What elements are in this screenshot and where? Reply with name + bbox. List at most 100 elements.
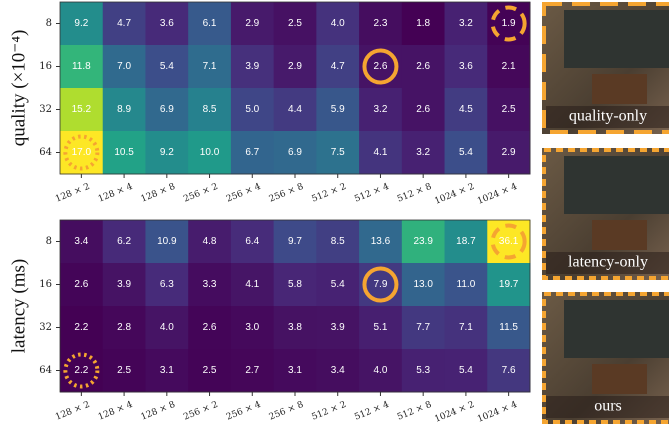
cell-label: 19.7 [499, 279, 519, 290]
cell-label: 5.1 [374, 322, 388, 333]
x-tick-label: 256 × 4 [225, 400, 263, 423]
cell-label: 3.6 [160, 18, 174, 29]
heatmap-cell [60, 88, 104, 132]
cell-label: 10.0 [200, 147, 220, 158]
cell-label: 6.9 [288, 147, 302, 158]
heatmap-cell [60, 220, 104, 264]
cell-label: 8.5 [331, 236, 345, 247]
heatmap-cell [401, 306, 446, 350]
heatmap-cell [188, 263, 232, 307]
cell-label: 2.5 [117, 365, 131, 376]
cell-label: 7.5 [331, 147, 345, 158]
heatmap-cell [273, 306, 317, 350]
heatmap-cell [102, 131, 146, 175]
cell-label: 9.2 [160, 147, 174, 158]
cell-label: 2.1 [502, 61, 516, 72]
heatmap-cell [145, 349, 189, 393]
heatmap-cell [145, 263, 189, 307]
panel-border [542, 2, 669, 134]
x-tick-label: 128 × 8 [140, 182, 178, 205]
cell-label: 3.2 [374, 104, 388, 115]
cell-label: 3.2 [459, 18, 473, 29]
heatmap-cell [145, 220, 189, 264]
cell-label: 2.5 [288, 18, 302, 29]
panel-label-bg [546, 252, 669, 274]
cell-label: 5.4 [459, 365, 473, 376]
heatmap-cell [230, 306, 275, 350]
cell-label: 3.8 [288, 322, 302, 333]
y-tick-label: 16 [39, 279, 52, 290]
cell-label: 4.0 [160, 322, 174, 333]
heatmap-cell [444, 131, 488, 175]
heatmap-cell [230, 220, 275, 264]
chalkboard [564, 10, 669, 68]
x-tick-label: 1024 × 2 [433, 182, 476, 207]
desk [592, 220, 647, 250]
panel-label: ours [594, 398, 622, 415]
heatmap-cell [230, 131, 275, 175]
cell-label: 36.1 [499, 236, 519, 247]
cell-label: 2.6 [416, 61, 430, 72]
cell-label: 1.8 [416, 18, 430, 29]
heatmap-cell [60, 45, 104, 89]
cell-label: 4.0 [331, 18, 345, 29]
heatmap-cell [444, 220, 488, 264]
cell-label: 23.9 [413, 236, 433, 247]
highlight-circle [63, 352, 100, 389]
y-tick-label: 16 [39, 61, 52, 72]
cell-label: 3.3 [203, 279, 217, 290]
heatmap-cell [145, 306, 189, 350]
cell-label: 2.6 [416, 104, 430, 115]
heatmap-cell [316, 45, 360, 89]
heatmap-cell [487, 45, 531, 89]
heatmap-cell [60, 263, 104, 307]
cell-label: 4.7 [117, 18, 131, 29]
cell-label: 3.1 [288, 365, 302, 376]
heatmap-cell [316, 263, 360, 307]
heatmap-cell [188, 306, 232, 350]
cell-label: 3.9 [331, 322, 345, 333]
cell-label: 2.8 [117, 322, 131, 333]
cell-label: 2.5 [502, 104, 516, 115]
x-tick-label: 512 × 4 [353, 400, 391, 423]
cell-label: 2.6 [374, 61, 388, 72]
cell-label: 6.3 [160, 279, 174, 290]
cell-label: 6.7 [245, 147, 259, 158]
heatmap-cell [230, 263, 275, 307]
heatmap-cell [487, 349, 531, 393]
cell-label: 8.9 [117, 104, 131, 115]
heatmap-cell [188, 2, 232, 46]
cell-label: 5.9 [331, 104, 345, 115]
heatmap-cell [359, 349, 403, 393]
cell-label: 5.4 [160, 61, 174, 72]
panel-label-bg [546, 106, 669, 128]
cell-label: 2.3 [374, 18, 388, 29]
y-tick-label: 64 [39, 365, 52, 376]
cell-label: 3.9 [117, 279, 131, 290]
heatmap-cell [401, 220, 446, 264]
heatmap-cell [316, 306, 360, 350]
heatmap-cell [145, 131, 189, 175]
heatmap-cell [102, 45, 146, 89]
cell-label: 4.5 [459, 104, 473, 115]
y-tick-label: 8 [46, 236, 52, 247]
heatmap-cell [273, 131, 317, 175]
heatmap-cell [102, 349, 146, 393]
cell-label: 4.1 [245, 279, 259, 290]
heatmap-cell [316, 88, 360, 132]
cell-label: 6.1 [203, 18, 217, 29]
cell-label: 11.5 [499, 322, 518, 333]
cell-label: 3.2 [416, 147, 430, 158]
desk [592, 364, 647, 394]
cell-label: 1.9 [502, 18, 516, 29]
heatmap-cell [145, 88, 189, 132]
heatmap-cell [102, 220, 146, 264]
heatmap-cell [273, 263, 317, 307]
cell-label: 3.9 [245, 61, 259, 72]
desk [592, 74, 647, 104]
cell-label: 2.9 [502, 147, 516, 158]
cell-label: 13.0 [413, 279, 433, 290]
heatmap-cell [444, 45, 488, 89]
heatmap-cell [359, 88, 403, 132]
